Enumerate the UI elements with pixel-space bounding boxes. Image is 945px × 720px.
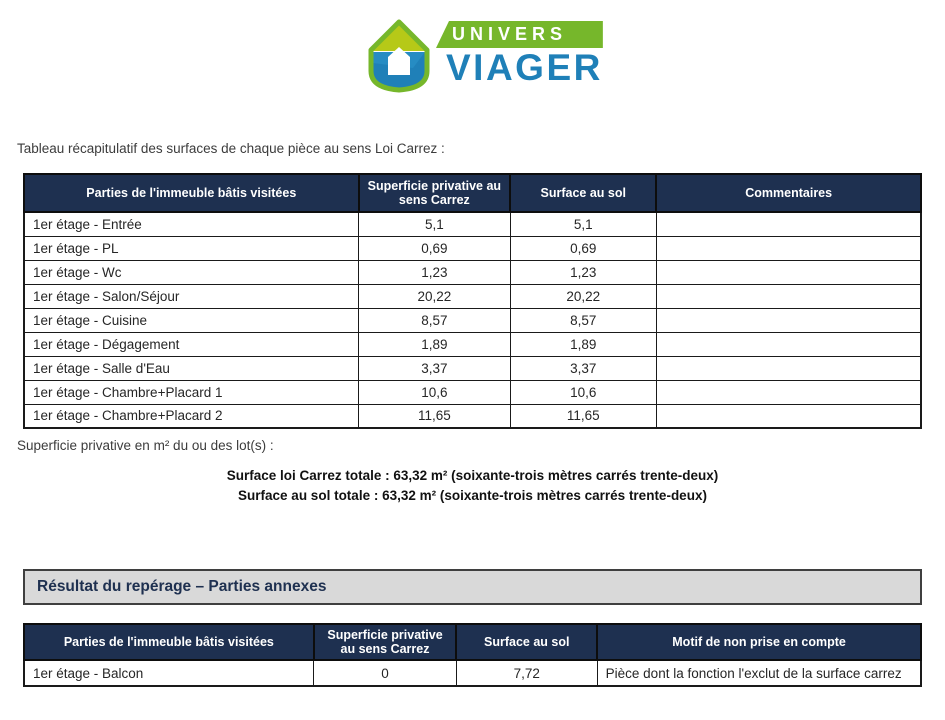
cell-comment <box>655 331 922 357</box>
table-row: 1er étage - Salle d'Eau 3,37 3,37 <box>23 355 922 381</box>
cell-piece: 1er étage - Salon/Séjour <box>23 283 360 309</box>
table-row: 1er étage - Wc 1,23 1,23 <box>23 259 922 285</box>
col-header-parties: Parties de l'immeuble bâtis visitées <box>23 623 315 661</box>
table-header-row: Parties de l'immeuble bâtis visitées Sup… <box>23 623 922 661</box>
cell-carrez: 1,89 <box>358 331 511 357</box>
cell-carrez: 10,6 <box>358 379 511 405</box>
col-header-surface-sol: Surface au sol <box>455 623 599 661</box>
carrez-surfaces-table: Parties de l'immeuble bâtis visitées Sup… <box>23 173 922 429</box>
table-caption: Tableau récapitulatif des surfaces de ch… <box>17 141 445 156</box>
cell-sol: 20,22 <box>509 283 657 309</box>
table-row: 1er étage - Balcon 0 7,72 Pièce dont la … <box>23 659 922 687</box>
cell-carrez: 8,57 <box>358 307 511 333</box>
cell-sol: 11,65 <box>509 403 657 429</box>
logo-wordmark: UNIVERS VIAGER <box>436 21 603 87</box>
cell-piece: 1er étage - Salle d'Eau <box>23 355 360 381</box>
cell-piece: 1er étage - Dégagement <box>23 331 360 357</box>
parties-annexes-table: Parties de l'immeuble bâtis visitées Sup… <box>23 623 922 687</box>
cell-motif: Pièce dont la fonction l'exclut de la su… <box>596 659 922 687</box>
house-logo-icon <box>366 13 432 100</box>
cell-piece: 1er étage - Wc <box>23 259 360 285</box>
section-title: Résultat du repérage – Parties annexes <box>37 578 327 595</box>
section-header-parties-annexes: Résultat du repérage – Parties annexes <box>23 569 922 605</box>
table-row: 1er étage - Chambre+Placard 2 11,65 11,6… <box>23 403 922 429</box>
cell-carrez: 5,1 <box>358 211 511 237</box>
cell-carrez: 1,23 <box>358 259 511 285</box>
col-header-superficie-carrez: Superficie privative au sens Carrez <box>357 173 512 213</box>
col-header-superficie-carrez: Superficie privative au sens Carrez <box>312 623 458 661</box>
table-row: 1er étage - PL 0,69 0,69 <box>23 235 922 261</box>
logo-viager-text: VIAGER <box>446 47 603 88</box>
cell-piece: 1er étage - Chambre+Placard 2 <box>23 403 360 429</box>
cell-sol: 1,23 <box>509 259 657 285</box>
cell-comment <box>655 211 922 237</box>
logo-univers-text: UNIVERS <box>436 21 603 48</box>
univers-viager-logo: UNIVERS VIAGER <box>366 13 603 100</box>
cell-piece: 1er étage - Chambre+Placard 1 <box>23 379 360 405</box>
cell-carrez: 3,37 <box>358 355 511 381</box>
cell-sol: 3,37 <box>509 355 657 381</box>
cell-sol: 8,57 <box>509 307 657 333</box>
total-sol-line: Surface au sol totale : 63,32 m² (soixan… <box>238 488 707 503</box>
cell-comment <box>655 259 922 285</box>
table-row: 1er étage - Entrée 5,1 5,1 <box>23 211 922 237</box>
cell-piece: 1er étage - Entrée <box>23 211 360 237</box>
table-row: 1er étage - Chambre+Placard 1 10,6 10,6 <box>23 379 922 405</box>
col-header-surface-sol: Surface au sol <box>509 173 658 213</box>
cell-sol: 1,89 <box>509 331 657 357</box>
cell-comment <box>655 235 922 261</box>
cell-comment <box>655 307 922 333</box>
cell-comment <box>655 283 922 309</box>
table-row: 1er étage - Cuisine 8,57 8,57 <box>23 307 922 333</box>
table-header-row: Parties de l'immeuble bâtis visitées Sup… <box>23 173 922 213</box>
cell-piece: 1er étage - Cuisine <box>23 307 360 333</box>
cell-comment <box>655 355 922 381</box>
superficie-note: Superficie privative en m² du ou des lot… <box>17 438 274 453</box>
col-header-parties: Parties de l'immeuble bâtis visitées <box>23 173 360 213</box>
col-header-motif: Motif de non prise en compte <box>596 623 922 661</box>
cell-piece: 1er étage - Balcon <box>23 659 315 687</box>
total-carrez-line: Surface loi Carrez totale : 63,32 m² (so… <box>226 468 719 483</box>
cell-comment <box>655 403 922 429</box>
cell-carrez: 0 <box>313 659 457 687</box>
cell-sol: 0,69 <box>509 235 657 261</box>
table-row: 1er étage - Salon/Séjour 20,22 20,22 <box>23 283 922 309</box>
totals-block: Surface loi Carrez totale : 63,32 m² (so… <box>0 466 945 506</box>
table-row: 1er étage - Dégagement 1,89 1,89 <box>23 331 922 357</box>
cell-carrez: 0,69 <box>358 235 511 261</box>
cell-piece: 1er étage - PL <box>23 235 360 261</box>
cell-sol: 5,1 <box>509 211 657 237</box>
cell-comment <box>655 379 922 405</box>
cell-sol: 7,72 <box>455 659 598 687</box>
cell-sol: 10,6 <box>509 379 657 405</box>
col-header-commentaires: Commentaires <box>655 173 922 213</box>
cell-carrez: 20,22 <box>358 283 511 309</box>
cell-carrez: 11,65 <box>358 403 511 429</box>
